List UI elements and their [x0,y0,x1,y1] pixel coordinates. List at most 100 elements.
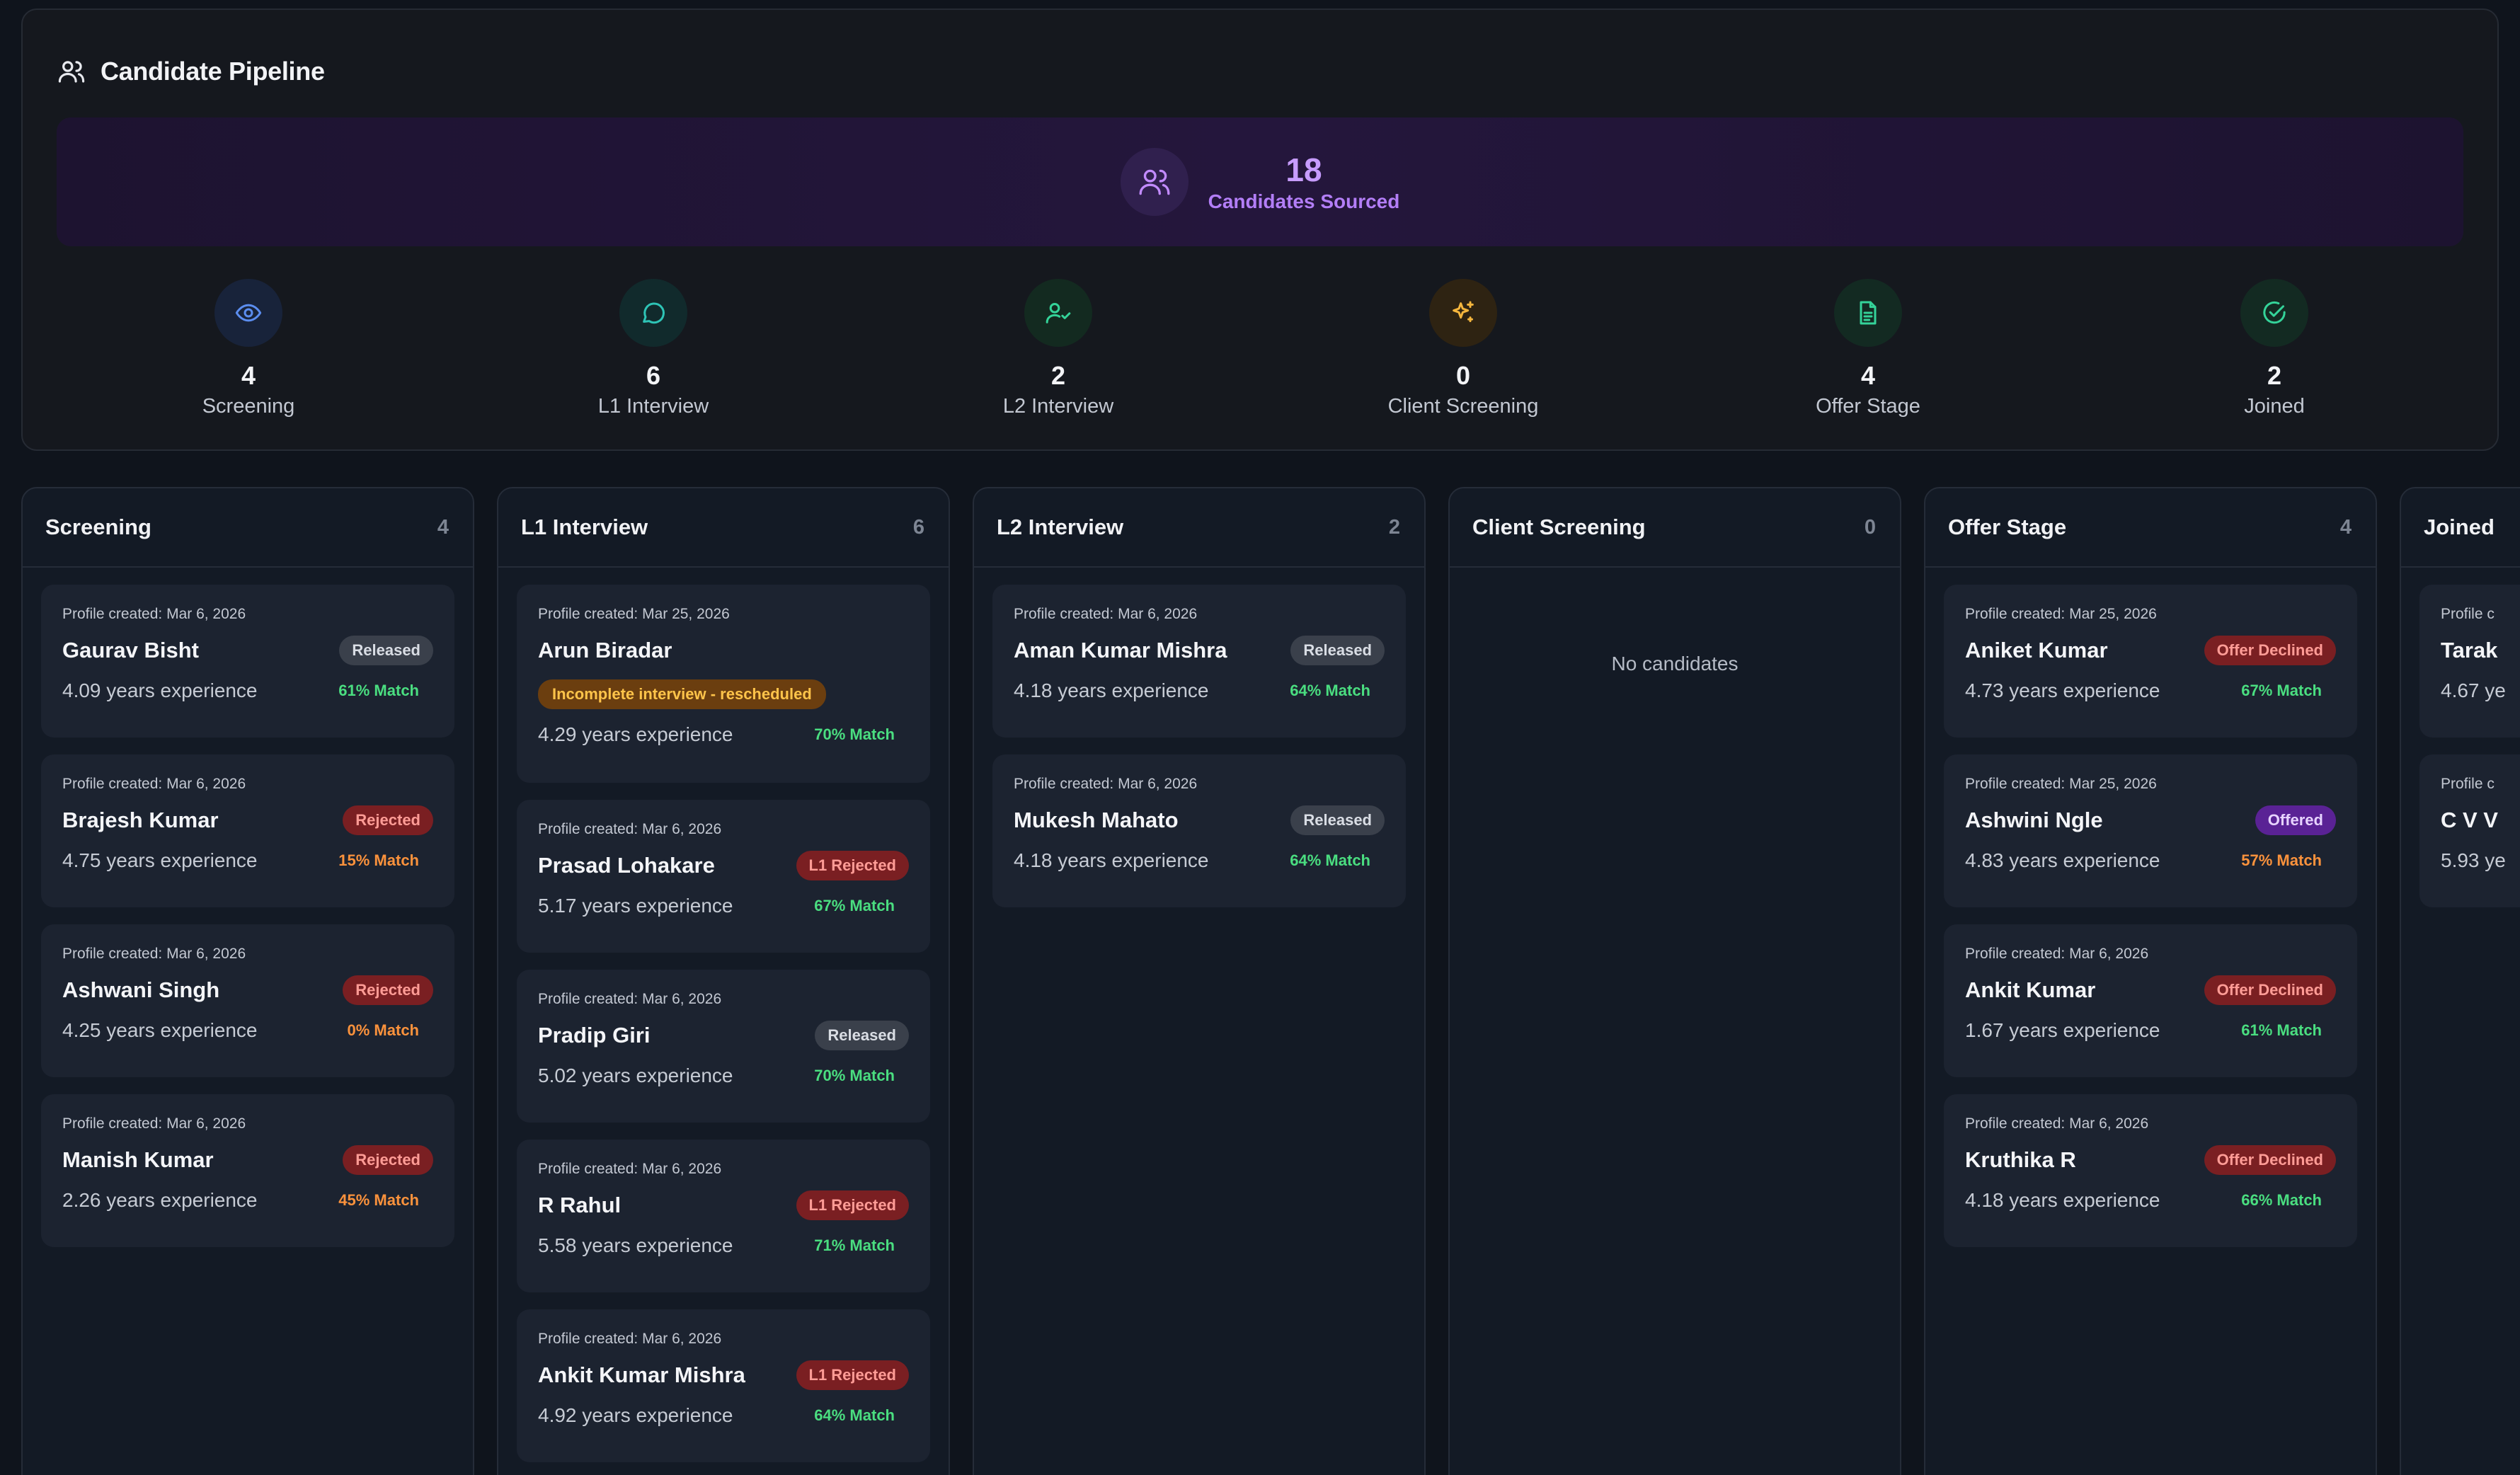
experience-text: 4.83 years experience [1965,849,2160,871]
column-joined: Joined Profile c Tarak 4.67 ye Profile c… [2400,487,2520,1475]
profile-created-date: Profile created: Mar 6, 2026 [62,946,246,962]
experience-text: 4.09 years experience [62,679,258,701]
stage-count: 6 [646,361,661,390]
stage-stat-l2-interview[interactable]: 2 L2 Interview [931,279,1186,418]
candidate-card[interactable]: Profile c Tarak 4.67 ye [2419,585,2520,738]
column-screening: Screening 4 Profile created: Mar 6, 2026… [21,487,474,1475]
candidate-name: Aniket Kumar [1965,638,2108,662]
stage-stat-joined[interactable]: 2 Joined [2147,279,2402,418]
column-l1-interview: L1 Interview 6 Profile created: Mar 25, … [497,487,950,1475]
stage-count: 4 [241,361,256,390]
profile-created-date: Profile created: Mar 6, 2026 [538,991,722,1007]
column-count: 4 [437,515,449,539]
check-circle-icon [2240,279,2308,347]
profile-created-date: Profile created: Mar 6, 2026 [1965,1115,2149,1132]
experience-text: 4.18 years experience [1014,849,1209,871]
match-score: 67% Match [2241,682,2322,699]
candidate-name: Ankit Kumar Mishra [538,1362,745,1387]
column-title: L1 Interview [521,515,648,539]
experience-text: 4.29 years experience [538,723,733,745]
column-title: Joined [2424,515,2495,539]
match-score: 61% Match [2241,1021,2322,1039]
candidate-card[interactable]: Profile created: Mar 6, 2026 Mukesh Maha… [992,754,1406,907]
user-check-icon [1024,279,1092,347]
pipeline-header: Candidate Pipeline [57,57,325,86]
stage-label: Offer Stage [1816,395,1920,418]
candidate-card[interactable]: Profile created: Mar 6, 2026 Pradip Giri… [517,970,930,1123]
profile-created-date: Profile created: Mar 6, 2026 [62,776,246,792]
stage-count: 0 [1455,361,1471,390]
match-score: 64% Match [1290,682,1370,699]
profile-created-date: Profile created: Mar 6, 2026 [538,821,722,837]
candidate-name: Aman Kumar Mishra [1014,638,1227,662]
column-count: 4 [2339,515,2352,539]
candidate-name: Kruthika R [1965,1147,2076,1172]
sparkles-icon [1429,279,1497,347]
column-offer-stage: Offer Stage 4 Profile created: Mar 25, 2… [1924,487,2377,1475]
candidate-card[interactable]: Profile created: Mar 6, 2026 R Rahul L1 … [517,1140,930,1292]
status-badge: L1 Rejected [796,851,909,880]
stage-label: Client Screening [1387,395,1539,418]
stage-stat-l1-interview[interactable]: 6 L1 Interview [526,279,781,418]
profile-created-date: Profile created: Mar 25, 2026 [1965,776,2157,792]
warning-badge: Incomplete interview - rescheduled [538,679,826,709]
profile-created-date: Profile created: Mar 6, 2026 [62,606,246,622]
column-title: Screening [45,515,151,539]
candidate-name: Brajesh Kumar [62,808,219,832]
column-count: 2 [1388,515,1400,539]
stage-stat-client-screening[interactable]: 0 Client Screening [1336,279,1591,418]
candidate-name: Ashwani Singh [62,977,220,1002]
experience-text: 5.02 years experience [538,1064,733,1086]
candidate-card[interactable]: Profile created: Mar 25, 2026 Ashwini Ng… [1944,754,2357,907]
sourced-users-icon [1120,148,1189,216]
column-title: Offer Stage [1948,515,2067,539]
profile-created-date: Profile c [2441,776,2495,792]
candidate-card[interactable]: Profile created: Mar 6, 2026 Aman Kumar … [992,585,1406,738]
candidate-card[interactable]: Profile c C V V 5.93 ye [2419,754,2520,907]
column-header: L1 Interview 6 [498,488,949,568]
stage-stat-offer-stage[interactable]: 4 Offer Stage [1741,279,1995,418]
candidate-card[interactable]: Profile created: Mar 6, 2026 Gaurav Bish… [41,585,454,738]
candidate-card[interactable]: Profile created: Mar 6, 2026 Ashwani Sin… [41,924,454,1077]
candidate-name: Prasad Lohakare [538,853,715,878]
status-badge: Offered [2255,805,2336,835]
candidate-card[interactable]: Profile created: Mar 6, 2026 Ankit Kumar… [1944,924,2357,1077]
stage-stat-screening[interactable]: 4 Screening [121,279,376,418]
experience-text: 4.75 years experience [62,849,258,871]
profile-created-date: Profile c [2441,606,2495,622]
match-score: 66% Match [2241,1191,2322,1209]
column-header: Client Screening 0 [1450,488,1900,568]
candidate-name: Manish Kumar [62,1147,214,1172]
profile-created-date: Profile created: Mar 6, 2026 [1014,606,1198,622]
match-score: 64% Match [1290,851,1370,869]
pipeline-board: Screening 4 Profile created: Mar 6, 2026… [0,487,2520,1475]
match-score: 61% Match [338,682,419,699]
stage-label: L1 Interview [597,395,709,418]
users-icon [58,61,85,83]
candidate-name: Arun Biradar [538,638,672,662]
status-badge: Rejected [343,1145,433,1175]
column-header: Screening 4 [23,488,473,568]
column-title: Client Screening [1472,515,1646,539]
status-badge: Offer Declined [2204,1145,2336,1175]
stage-label: L2 Interview [1002,395,1114,418]
sourced-count: 18 [1285,151,1322,188]
experience-text: 5.93 ye [2441,849,2506,871]
status-badge: Released [815,1021,909,1050]
candidate-card[interactable]: Profile created: Mar 6, 2026 Brajesh Kum… [41,754,454,907]
candidate-name: Gaurav Bisht [62,638,199,662]
candidate-card[interactable]: Profile created: Mar 25, 2026 Arun Birad… [517,585,930,783]
candidate-card[interactable]: Profile created: Mar 6, 2026 Kruthika R … [1944,1094,2357,1247]
experience-text: 4.18 years experience [1014,679,1209,701]
status-badge: L1 Rejected [796,1190,909,1220]
candidate-card[interactable]: Profile created: Mar 6, 2026 Ankit Kumar… [517,1309,930,1462]
stage-label: Joined [2244,395,2305,418]
match-score: 0% Match [347,1021,419,1039]
status-badge: Rejected [343,805,433,835]
experience-text: 5.17 years experience [538,895,733,917]
candidate-card[interactable]: Profile created: Mar 6, 2026 Manish Kuma… [41,1094,454,1247]
candidate-card[interactable]: Profile created: Mar 6, 2026 Prasad Loha… [517,800,930,953]
experience-text: 4.67 ye [2441,679,2506,701]
candidate-card[interactable]: Profile created: Mar 25, 2026 Aniket Kum… [1944,585,2357,738]
experience-text: 2.26 years experience [62,1189,258,1211]
